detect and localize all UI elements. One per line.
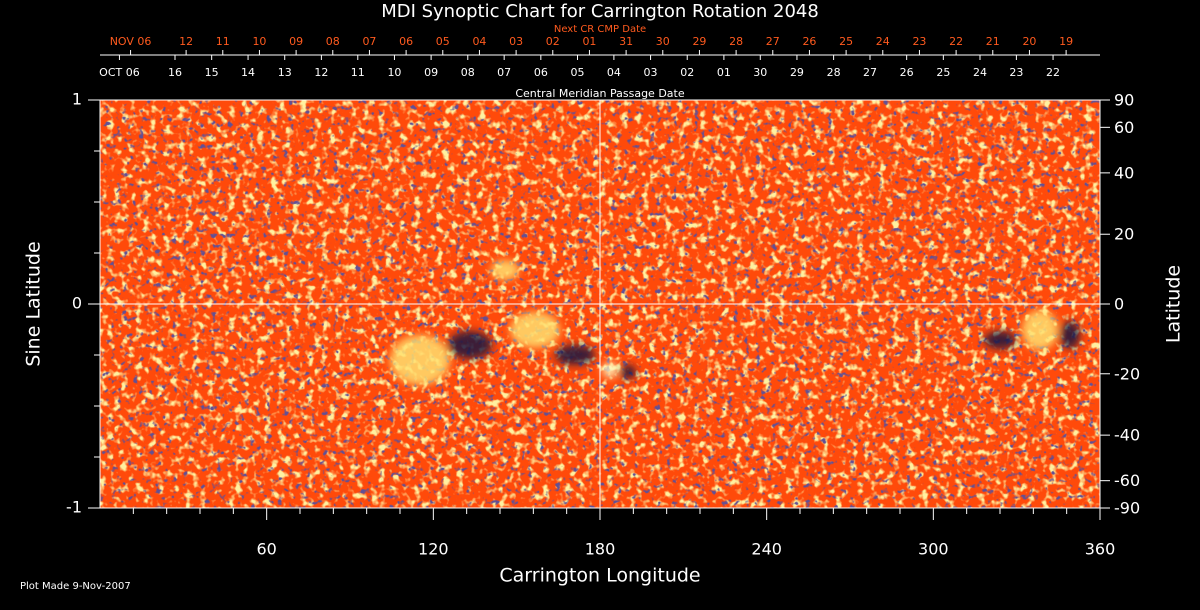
date-axis-label: 27 xyxy=(863,66,877,79)
y2-tick-label: -40 xyxy=(1114,426,1140,445)
x-tick-label: 180 xyxy=(585,540,616,559)
next-date-axis-label: 29 xyxy=(692,35,706,48)
date-axis-label: 05 xyxy=(571,66,585,79)
date-axis-label: Central Meridian Passage Date xyxy=(515,87,684,100)
y2-tick-label: -60 xyxy=(1114,471,1140,490)
next-date-axis-label: 30 xyxy=(656,35,670,48)
y2-axis-label: Latitude xyxy=(1163,265,1185,343)
date-axis-label: 23 xyxy=(1009,66,1023,79)
next-date-axis-label: 08 xyxy=(326,35,340,48)
footer: Plot Made 9-Nov-2007 xyxy=(20,581,131,592)
next-date-axis-label: 03 xyxy=(509,35,523,48)
y2-tick-label: 20 xyxy=(1114,225,1134,244)
next-date-axis-label: 10 xyxy=(252,35,266,48)
date-axis-label: 24 xyxy=(973,66,987,79)
next-date-axis-label: 20 xyxy=(1022,35,1036,48)
y-axis-label: Sine Latitude xyxy=(23,241,45,366)
date-axis-label: OCT 06 xyxy=(99,66,140,79)
x-tick-label: 300 xyxy=(918,540,949,559)
next-date-axis-label: 31 xyxy=(619,35,633,48)
next-date-axis-label: 12 xyxy=(179,35,193,48)
x-tick-label: 360 xyxy=(1085,540,1116,559)
next-date-axis-label: Next CR CMP Date xyxy=(554,24,646,35)
date-axis-label: 14 xyxy=(241,66,255,79)
y-tick-label: 1 xyxy=(72,90,82,109)
date-axis-label: 22 xyxy=(1046,66,1060,79)
next-date-axis-label: 21 xyxy=(986,35,1000,48)
next-date-axis-label: 22 xyxy=(949,35,963,48)
date-axis-label: 06 xyxy=(534,66,548,79)
next-date-axis-label: 06 xyxy=(399,35,413,48)
next-date-axis-label: 26 xyxy=(802,35,816,48)
y-tick-label: -1 xyxy=(66,498,82,517)
date-axis-label: 10 xyxy=(387,66,401,79)
y2-tick-label: 0 xyxy=(1114,295,1124,314)
y2-tick-label: 40 xyxy=(1114,163,1134,182)
date-axis-label: 02 xyxy=(680,66,694,79)
date-axis-label: 03 xyxy=(644,66,658,79)
next-date-axis-label: 19 xyxy=(1059,35,1073,48)
date-axis-label: 04 xyxy=(607,66,621,79)
chart-title: MDI Synoptic Chart for Carrington Rotati… xyxy=(381,1,819,22)
y-tick-label: 0 xyxy=(72,294,82,313)
date-axis-label: 08 xyxy=(461,66,475,79)
date-axis-label: 29 xyxy=(790,66,804,79)
date-axis-label: 30 xyxy=(753,66,767,79)
x-axis-label: Carrington Longitude xyxy=(499,565,700,587)
next-date-axis-label: 28 xyxy=(729,35,743,48)
next-date-axis-label: 23 xyxy=(912,35,926,48)
y2-tick-label: 90 xyxy=(1114,91,1134,110)
next-date-axis-label: 02 xyxy=(546,35,560,48)
next-date-axis-label: NOV 06 xyxy=(110,35,152,48)
x-tick-label: 240 xyxy=(751,540,782,559)
next-date-axis-label: 09 xyxy=(289,35,303,48)
next-date-axis-label: 01 xyxy=(582,35,596,48)
date-axis-label: 09 xyxy=(424,66,438,79)
y2-tick-label: -20 xyxy=(1114,364,1140,383)
next-date-axis-label: 11 xyxy=(216,35,230,48)
next-date-axis-label: 25 xyxy=(839,35,853,48)
y2-tick-label: -90 xyxy=(1114,499,1140,518)
next-date-axis-label: 27 xyxy=(766,35,780,48)
x-tick-label: 60 xyxy=(256,540,276,559)
date-axis-label: 15 xyxy=(205,66,219,79)
date-axis-label: 13 xyxy=(278,66,292,79)
date-axis-label: 26 xyxy=(900,66,914,79)
next-date-axis-label: 05 xyxy=(436,35,450,48)
date-axis-label: 01 xyxy=(717,66,731,79)
next-date-axis-label: 24 xyxy=(876,35,890,48)
x-tick-label: 120 xyxy=(418,540,449,559)
date-axis-label: 11 xyxy=(351,66,365,79)
y2-tick-label: 60 xyxy=(1114,118,1134,137)
date-axis-label: 28 xyxy=(827,66,841,79)
date-axis-label: 25 xyxy=(936,66,950,79)
date-axis-label: 12 xyxy=(314,66,328,79)
date-axis-label: 07 xyxy=(497,66,511,79)
next-date-axis-label: 07 xyxy=(362,35,376,48)
next-date-axis-label: 04 xyxy=(472,35,486,48)
date-axis-label: 16 xyxy=(168,66,182,79)
